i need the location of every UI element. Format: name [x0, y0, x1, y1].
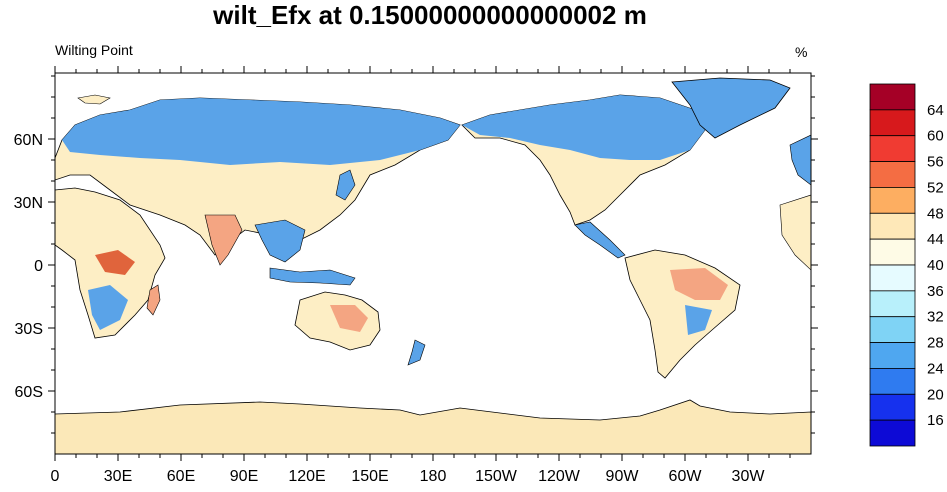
y-tick-label: 30N [14, 195, 43, 212]
colorbar-swatch [869, 212, 916, 240]
colorbar-swatch [869, 393, 916, 421]
x-tick-label: 180 [420, 468, 447, 485]
new-zealand [407, 339, 426, 366]
y-tick-label: 60N [14, 132, 43, 149]
x-tick-label: 30W [732, 468, 766, 485]
central-america [574, 221, 626, 259]
x-tick-label: 120W [538, 468, 581, 485]
x-tick-label: 60W [669, 468, 703, 485]
colorbar-swatch [869, 135, 916, 162]
land-layer [55, 77, 811, 454]
africa-wet [88, 285, 128, 330]
colorbar-swatch [869, 419, 916, 447]
x-tick-label: 150E [351, 468, 388, 485]
y-tick-label: 0 [34, 258, 43, 275]
siberia-wet [62, 98, 460, 165]
colorbar-swatch [869, 342, 916, 369]
colorbar-label: 52 [927, 179, 944, 196]
antarctica [55, 399, 811, 454]
colorbar: 64 60 56 52 48 44 40 36 32 28 24 20 16 [869, 83, 944, 447]
y-tick-label: 30S [15, 321, 43, 338]
madagascar [146, 284, 161, 316]
page-title: wilt_Efx at 0.15000000000000002 m [213, 0, 647, 30]
colorbar-swatch [869, 83, 916, 111]
map-subtitle: Wilting Point [55, 42, 133, 58]
india [204, 214, 243, 266]
colorbar-label: 40 [927, 257, 944, 274]
y-axis: 60N 30N 0 30S 60S [14, 75, 818, 434]
africa-right [779, 194, 811, 271]
japan [335, 169, 356, 201]
colorbar-label: 20 [927, 386, 944, 403]
colorbar-label: 64 [927, 102, 944, 119]
x-tick-label: 90W [606, 468, 640, 485]
greenland [671, 77, 791, 139]
colorbar-swatch [869, 109, 916, 137]
x-tick-label: 120E [288, 468, 325, 485]
colorbar-swatch [869, 368, 916, 395]
se-asia [254, 219, 306, 263]
colorbar-label: 36 [927, 283, 944, 300]
colorbar-swatch [869, 187, 916, 214]
x-tick-label: 90E [230, 468, 258, 485]
australia-warm [330, 305, 368, 332]
colorbar-swatch [869, 264, 916, 292]
x-tick-label: 60E [167, 468, 195, 485]
africa-hot [95, 250, 135, 275]
colorbar-swatch [869, 238, 916, 266]
x-tick-label: 0 [51, 468, 60, 485]
colorbar-label: 60 [927, 128, 944, 145]
colorbar-label: 16 [927, 412, 944, 429]
colorbar-swatch [869, 316, 916, 343]
colorbar-swatch [869, 290, 916, 318]
colorbar-swatch [869, 161, 916, 188]
x-axis: 0 30E 60E 90E 120E 150E 180 150W 120W 90W 60W 30W [51, 66, 791, 485]
x-tick-label: 150W [475, 468, 518, 485]
canada-wet [462, 95, 705, 160]
europe-right [789, 134, 811, 186]
units-label: % [795, 44, 808, 60]
y-tick-label: 60S [15, 384, 43, 401]
x-tick-label: 30E [104, 468, 132, 485]
south-america-wet [685, 305, 712, 335]
colorbar-label: 32 [927, 309, 944, 326]
svalbard [77, 94, 111, 105]
colorbar-label: 56 [927, 154, 944, 171]
colorbar-label: 48 [927, 205, 944, 222]
indonesia [269, 267, 356, 286]
colorbar-label: 28 [927, 335, 944, 352]
colorbar-label: 24 [927, 360, 944, 377]
colorbar-label: 44 [927, 231, 944, 248]
south-america-warm [670, 268, 728, 300]
